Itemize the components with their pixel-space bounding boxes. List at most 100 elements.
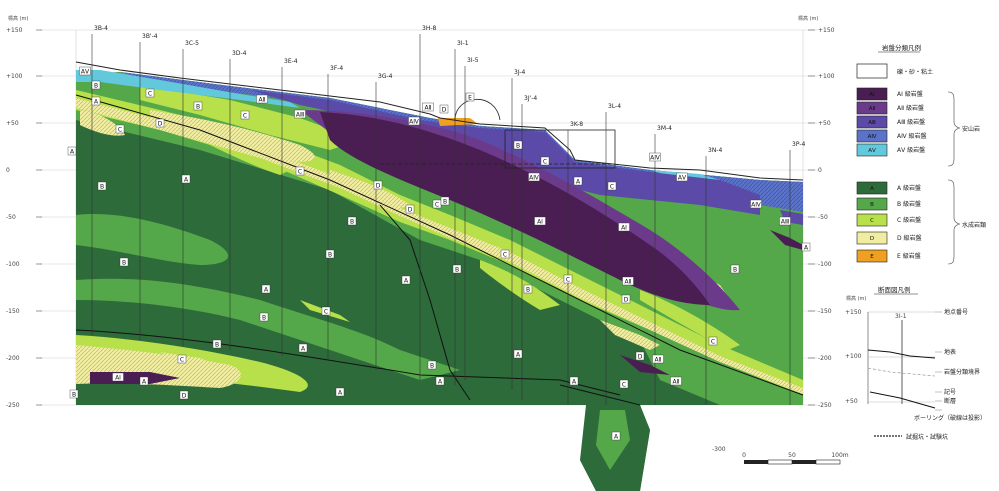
- left-tick-label: -250: [6, 402, 20, 409]
- zone-label-box: [321, 306, 331, 316]
- borehole-label: 3E-4: [284, 58, 298, 65]
- right-tick-label: +50: [818, 120, 831, 127]
- zone-label: C: [543, 159, 547, 166]
- legend-title: 岩盤分類凡例: [882, 43, 921, 52]
- zone-label-box: [67, 146, 77, 156]
- legend-swatch: [856, 213, 888, 227]
- zone-label-box: [439, 104, 449, 114]
- legend: 岩盤分類凡例 礫・砂・粘土 AⅠ AⅠ 級岩盤 AⅡ AⅡ 級岩盤 AⅢ AⅢ 級岩盤 AⅣ…: [856, 43, 986, 265]
- zone-label: B: [94, 83, 98, 90]
- zone-label-box: [112, 372, 124, 382]
- left-axis-unit: 標高 (m): [8, 15, 28, 22]
- legend-sedimentary-group: 水成岩類: [962, 221, 986, 229]
- zone-label-box: [652, 354, 664, 364]
- zone-label: B: [215, 342, 219, 349]
- zone-label-box: [540, 156, 550, 166]
- zone-label: AⅣ: [529, 175, 539, 182]
- zone-label: D: [182, 393, 187, 400]
- inset-legend: 断面図凡例 標高 (m) +150 +100 +50 3I-1 地点番号 地表 …: [845, 285, 986, 441]
- legend-swatch: [856, 181, 888, 195]
- zone-label-box: [611, 431, 621, 441]
- zone-label-box: [139, 376, 149, 386]
- zone-label: A: [404, 278, 409, 285]
- zone-label-box: [325, 249, 335, 259]
- borehole-label: 3J-4: [514, 69, 526, 76]
- zone-label-box: [500, 249, 510, 259]
- zone-label-box: [259, 312, 269, 322]
- fault-lines: [75, 94, 804, 406]
- zone-label-box: [408, 116, 420, 126]
- inset-note-1: 地表: [944, 348, 956, 356]
- legend-swatch-code: D: [870, 236, 874, 242]
- zone-label-box: [573, 176, 583, 186]
- zone-label: AⅣ: [650, 155, 660, 162]
- scale-label-100: 100m: [831, 452, 848, 459]
- fault-line-main: [75, 94, 804, 396]
- unit-B-dark-lens: [100, 168, 251, 206]
- legend-swatch: [856, 101, 888, 115]
- legend-soil-swatch: [856, 63, 888, 79]
- left-tick-label: +150: [6, 27, 23, 34]
- left-tick-label: -100: [6, 261, 20, 268]
- legend-item-label: AⅡ 級岩盤: [897, 104, 924, 112]
- borehole-label: 3G-4: [378, 73, 393, 80]
- right-tick-label: -250: [818, 402, 832, 409]
- legend-item-label: AⅣ 級岩盤: [897, 132, 927, 140]
- zone-label: D: [376, 183, 381, 190]
- zone-label: AⅡ: [424, 105, 431, 112]
- zone-label-box: [440, 196, 450, 206]
- zone-label-box: [779, 216, 791, 226]
- zone-label-box: [619, 379, 629, 389]
- zone-label-box: [294, 109, 306, 119]
- legend-volcanic-group: 安山岩: [962, 125, 980, 133]
- zone-label: AⅠ: [537, 219, 543, 226]
- zone-label: D: [624, 297, 629, 304]
- fault-line-right: [559, 384, 641, 406]
- zone-label-box: [670, 376, 682, 386]
- extra-tick-label: -300: [712, 446, 726, 453]
- right-axis-unit: 標高 (m): [798, 15, 818, 22]
- borehole-label: 3N-4: [708, 147, 722, 154]
- legend-swatch: [856, 231, 888, 245]
- zone-label: C: [622, 382, 626, 389]
- left-tick-label: -200: [6, 355, 20, 362]
- zone-label-box: [801, 242, 811, 252]
- zone-label: E: [468, 95, 472, 102]
- legend-swatch: [856, 129, 888, 143]
- zone-label-box: [622, 276, 634, 286]
- zone-label: B: [196, 104, 200, 111]
- scale-label-0: 0: [742, 452, 746, 459]
- unit-AI-lens-lower: [620, 355, 670, 375]
- legend-swatch: [856, 87, 888, 101]
- zone-label: AⅤ: [81, 69, 90, 76]
- inset-footer: 試掘坑・試験坑: [906, 433, 948, 441]
- legend-item-label: E 級岩盤: [897, 252, 921, 260]
- zone-label: B: [122, 260, 126, 267]
- right-tick-label: -200: [818, 355, 832, 362]
- zone-label: B: [100, 184, 104, 191]
- legend-swatch-code: A: [870, 186, 874, 192]
- zone-label: AⅢ: [781, 219, 789, 226]
- geologic-units: [76, 70, 803, 491]
- unit-D-lower-right-lens: [600, 320, 660, 350]
- zone-label: C: [243, 113, 247, 120]
- inset-unit: 標高 (m): [846, 295, 866, 302]
- borehole-label: 3B'-4: [142, 33, 158, 40]
- zone-label-box: [298, 343, 308, 353]
- zone-label: A: [614, 434, 619, 441]
- scale-bar: 0 50 100m: [742, 452, 849, 465]
- zone-label-box: [435, 376, 445, 386]
- zone-label: A: [516, 352, 521, 359]
- zone-label-box: [181, 174, 191, 184]
- zone-label: D: [442, 107, 447, 114]
- zone-label: A: [142, 379, 147, 386]
- legend-item-label: B 級岩盤: [897, 200, 921, 208]
- unit-D-main: [76, 98, 803, 394]
- legend-swatch: [856, 143, 888, 157]
- zone-label: AⅠ: [621, 225, 627, 232]
- zone-label-box: [261, 284, 271, 294]
- borehole-label: 3I-1: [457, 40, 469, 47]
- borehole-label: 3H-8: [422, 25, 436, 32]
